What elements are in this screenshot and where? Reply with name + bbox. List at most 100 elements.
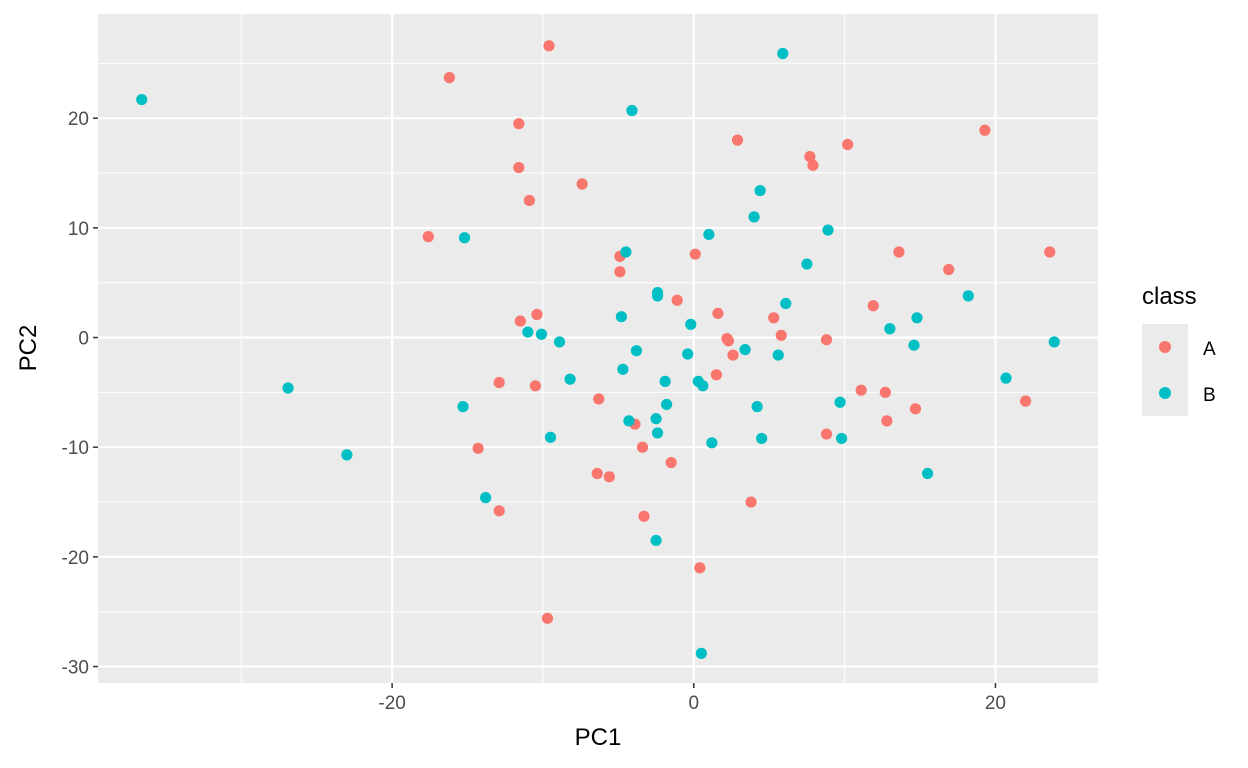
legend: class A B <box>1142 283 1216 416</box>
point-class-b <box>822 224 834 236</box>
point-class-a <box>979 124 991 136</box>
point-class-b <box>544 431 557 443</box>
point-class-a <box>807 159 819 171</box>
point-class-a <box>710 369 723 381</box>
point-class-a <box>820 428 833 440</box>
point-class-b <box>706 437 718 449</box>
point-class-b <box>630 345 643 357</box>
point-class-b <box>522 326 534 338</box>
point-class-a <box>893 246 905 258</box>
y-axis: -30 -20 -10 0 10 20 <box>62 109 98 679</box>
y-tick-label: -30 <box>62 658 89 679</box>
point-class-a <box>603 471 615 483</box>
point-class-a <box>591 467 603 480</box>
point-class-a <box>712 307 724 320</box>
point-class-b <box>535 328 548 340</box>
point-class-b <box>623 415 635 427</box>
point-class-a <box>943 263 955 276</box>
point-class-a <box>671 294 683 306</box>
x-axis: -20 0 20 <box>378 683 1006 714</box>
point-class-b <box>908 339 920 351</box>
point-class-a <box>689 248 701 260</box>
point-class-b <box>754 184 766 197</box>
point-class-b <box>834 396 846 408</box>
point-class-a <box>731 134 744 146</box>
point-class-a <box>804 150 816 163</box>
point-class-a <box>1020 395 1032 407</box>
point-class-b <box>620 246 632 258</box>
point-class-b <box>911 312 923 324</box>
point-class-b <box>695 647 707 659</box>
point-class-b <box>703 228 715 241</box>
point-class-b <box>457 401 469 413</box>
point-class-b <box>553 336 566 348</box>
point-class-b <box>682 348 694 360</box>
plot-panel <box>98 14 1098 683</box>
point-class-b <box>748 211 760 223</box>
x-axis-title: PC1 <box>575 724 622 751</box>
point-class-b <box>661 398 673 411</box>
y-tick-label: 20 <box>68 109 89 130</box>
point-class-b <box>659 375 671 388</box>
point-class-a <box>775 329 787 341</box>
point-class-a <box>541 612 554 624</box>
point-class-b <box>962 290 974 302</box>
point-class-a <box>513 118 525 130</box>
point-class-a <box>665 456 677 469</box>
y-tick-label: -20 <box>62 548 89 569</box>
point-class-a <box>855 384 867 396</box>
point-class-b <box>136 93 148 106</box>
point-class-b <box>756 432 768 445</box>
point-class-b <box>617 363 629 375</box>
point-class-a <box>881 415 893 427</box>
point-class-a <box>842 138 854 151</box>
point-class-b <box>1048 336 1060 348</box>
point-class-a <box>593 393 605 405</box>
point-class-b <box>480 492 492 504</box>
point-class-a <box>513 161 525 174</box>
legend-label-b: B <box>1203 385 1216 406</box>
point-class-a <box>745 496 757 508</box>
point-class-b <box>650 413 662 425</box>
y-axis-title: PC2 <box>15 325 42 372</box>
point-class-b <box>772 349 784 361</box>
point-class-b <box>615 311 627 323</box>
point-class-a <box>694 562 706 574</box>
point-class-b <box>739 343 751 356</box>
point-class-b <box>282 382 294 394</box>
point-class-b <box>685 318 697 330</box>
point-class-b <box>835 432 848 445</box>
point-class-b <box>564 373 576 385</box>
y-tick-label: 0 <box>78 329 89 350</box>
point-class-b <box>801 258 813 270</box>
point-class-b <box>780 297 792 310</box>
point-class-a <box>514 315 526 327</box>
point-class-b <box>697 380 709 392</box>
point-class-a <box>820 334 833 346</box>
point-class-b <box>1000 372 1012 384</box>
point-class-a <box>638 510 650 522</box>
point-class-a <box>472 442 484 454</box>
point-class-b <box>458 232 471 244</box>
point-class-b <box>777 47 789 60</box>
major-gridlines <box>98 14 1098 683</box>
x-tick-label: -20 <box>378 693 405 714</box>
point-class-a <box>768 312 780 324</box>
point-class-b <box>626 104 638 117</box>
minor-gridlines <box>98 14 1098 683</box>
point-class-a <box>1044 246 1056 258</box>
point-class-b <box>651 290 664 302</box>
point-class-a <box>493 505 505 517</box>
point-class-a <box>722 335 735 347</box>
point-class-b <box>651 427 664 439</box>
legend-label-a: A <box>1203 339 1216 360</box>
point-class-a <box>523 194 535 207</box>
y-tick-label: -10 <box>62 438 89 459</box>
point-class-a <box>727 349 739 361</box>
point-class-b <box>341 449 353 461</box>
legend-key-b <box>1159 387 1171 399</box>
point-class-b <box>921 467 934 480</box>
point-class-a <box>543 40 555 52</box>
point-class-a <box>531 308 543 321</box>
